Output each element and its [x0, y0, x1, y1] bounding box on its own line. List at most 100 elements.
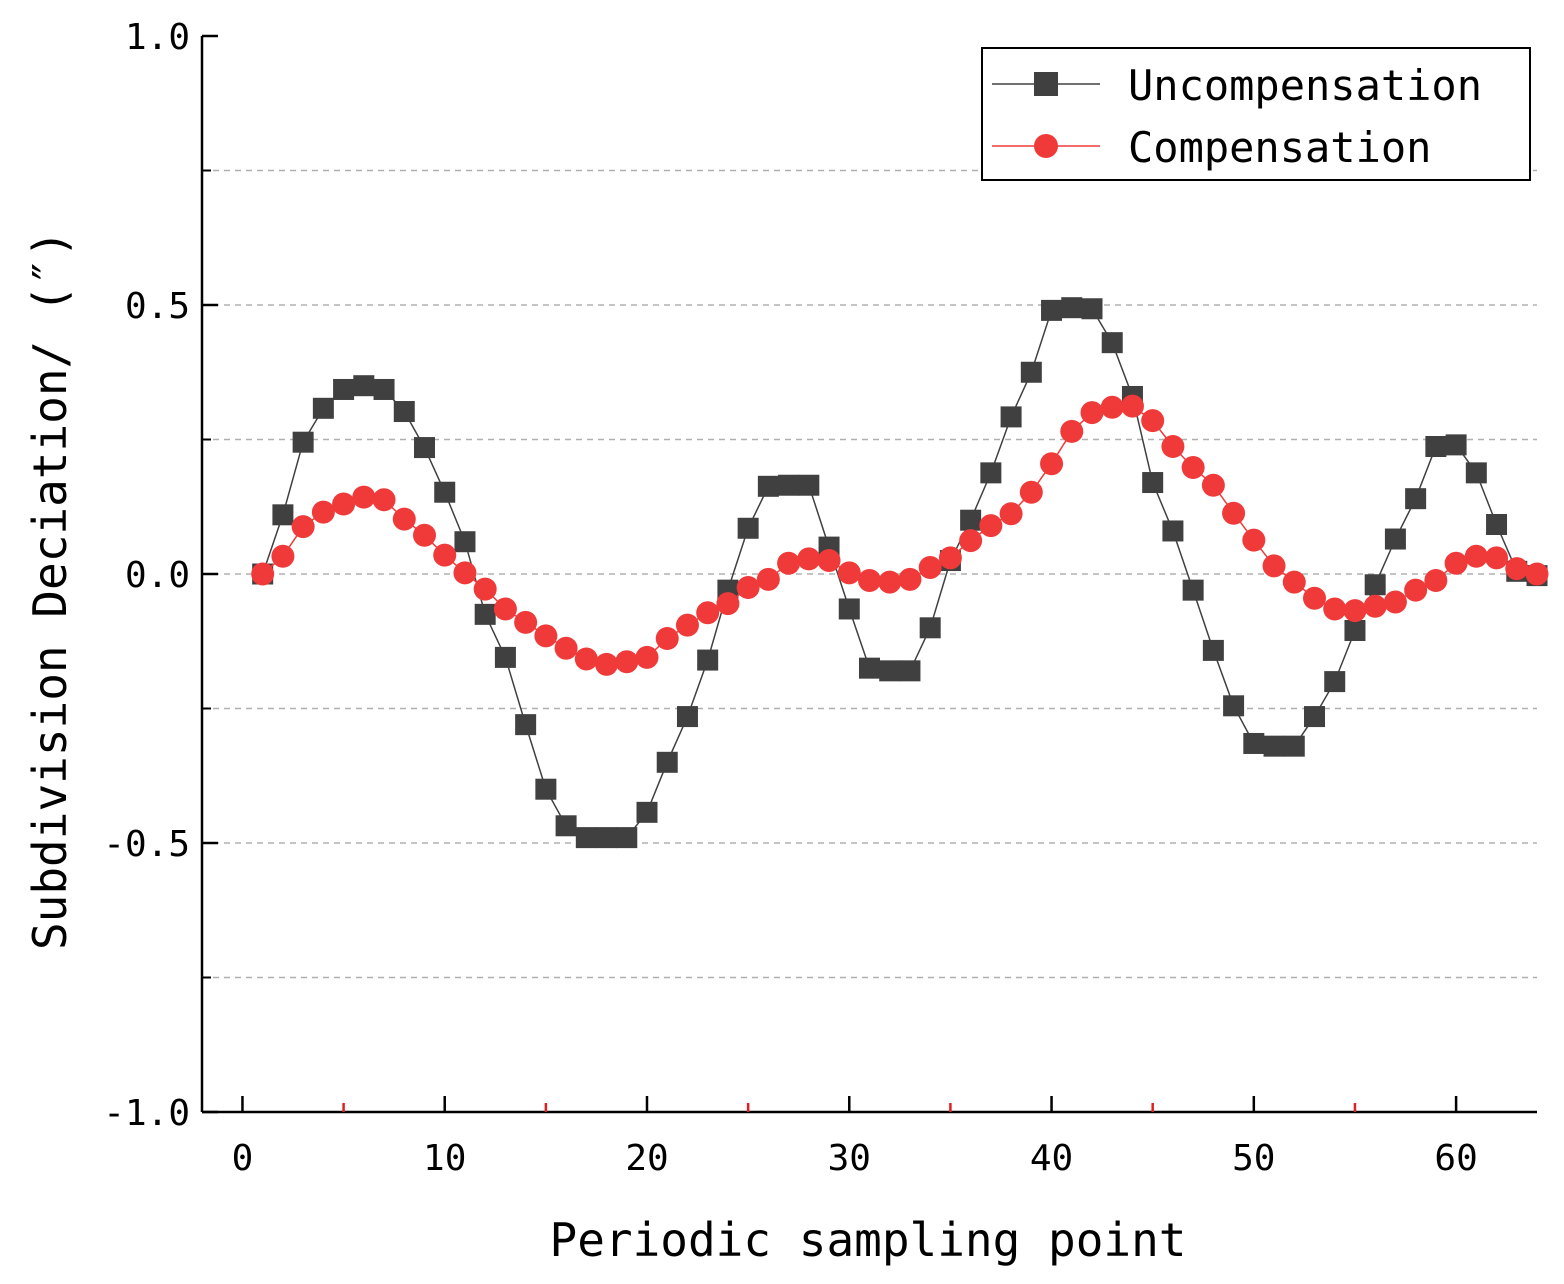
data-point [675, 613, 699, 637]
data-point [1060, 419, 1084, 443]
data-point [838, 598, 860, 620]
data-point [493, 597, 517, 621]
data-point [696, 601, 720, 625]
data-point [1020, 361, 1042, 383]
data-point [959, 529, 983, 553]
data-point [1223, 695, 1245, 717]
data-point [1485, 546, 1509, 570]
data-point [433, 543, 457, 567]
data-point [798, 474, 820, 496]
y-axis-title: Subdivision Deciation/ (″) [23, 230, 77, 950]
data-point [1262, 554, 1286, 578]
data-point [1464, 544, 1488, 568]
data-point [736, 575, 760, 599]
data-point [1041, 299, 1063, 321]
data-point [655, 627, 679, 651]
data-point [352, 485, 376, 509]
data-point [434, 481, 456, 503]
data-point [413, 523, 436, 547]
data-point [980, 462, 1002, 484]
data-point [1243, 732, 1265, 754]
data-point [1242, 528, 1266, 552]
data-point [858, 568, 881, 592]
data-point [1282, 570, 1306, 594]
data-point [1425, 435, 1447, 457]
data-point [1162, 520, 1184, 542]
data-point [474, 603, 496, 625]
data-point [1323, 597, 1347, 621]
data-point [332, 492, 356, 516]
data-point [1040, 452, 1064, 476]
data-point [534, 624, 558, 648]
data-point [1101, 332, 1123, 354]
legend-box [981, 47, 1531, 181]
data-point [596, 827, 618, 849]
data-point [716, 592, 740, 616]
data-point [372, 488, 396, 512]
data-point [1383, 590, 1407, 614]
data-point [392, 507, 416, 531]
data-point [1019, 480, 1043, 504]
data-point [737, 517, 759, 539]
legend-compensation-marker [1034, 134, 1058, 158]
data-point [1324, 671, 1346, 693]
data-point [1283, 735, 1305, 757]
y-tick-label: 0.5 [125, 286, 190, 327]
data-point [878, 570, 902, 594]
data-point [1404, 578, 1428, 602]
x-tick-label: 0 [232, 1138, 254, 1179]
legend-uncompensation-label: Uncompensation [1128, 61, 1482, 110]
data-point [453, 561, 477, 585]
data-point [817, 549, 841, 573]
data-point [555, 815, 577, 837]
data-point [859, 657, 880, 679]
data-point [778, 474, 800, 496]
data-point [999, 502, 1023, 526]
data-point [676, 706, 698, 728]
data-point [615, 650, 639, 674]
data-point [918, 556, 942, 580]
data-point [756, 567, 780, 591]
x-tick-label: 30 [828, 1138, 871, 1179]
data-point [1505, 557, 1529, 581]
data-point [1080, 401, 1104, 425]
data-point [272, 504, 294, 526]
data-point [938, 546, 962, 570]
y-tick-label: 0.0 [125, 555, 190, 596]
data-point [797, 547, 821, 571]
data-point [1384, 528, 1406, 550]
data-point [1364, 574, 1386, 596]
x-tick-label: 20 [625, 1138, 668, 1179]
data-point [1525, 562, 1549, 586]
data-point [1344, 619, 1366, 641]
data-point [1081, 298, 1103, 320]
data-point [1486, 514, 1508, 536]
data-point [251, 562, 275, 586]
y-tick-label: -1.0 [103, 1093, 190, 1134]
data-point [1263, 735, 1285, 757]
axes: -1.0 -0.5 0.0 0.5 1.0 0 10 20 30 40 50 60 [103, 17, 1537, 1179]
data-point [979, 514, 1003, 538]
data-point [535, 778, 557, 800]
data-point [1465, 462, 1487, 484]
data-point [1100, 395, 1124, 419]
data-point [514, 610, 538, 634]
data-point [333, 378, 355, 400]
y-tick-label: -0.5 [103, 824, 190, 865]
data-point [1304, 706, 1325, 728]
data-point [1181, 455, 1205, 479]
data-point [312, 397, 334, 419]
data-point [1141, 409, 1165, 433]
series-uncompensation [252, 297, 1548, 849]
x-tick-label: 40 [1030, 1138, 1073, 1179]
data-point [1424, 568, 1448, 592]
data-point [454, 531, 476, 553]
data-point [291, 515, 315, 539]
data-point [1000, 406, 1022, 428]
data-point [1445, 434, 1467, 456]
data-point [373, 378, 395, 400]
data-point [777, 551, 801, 575]
data-point [1120, 394, 1144, 418]
data-point [353, 375, 375, 397]
